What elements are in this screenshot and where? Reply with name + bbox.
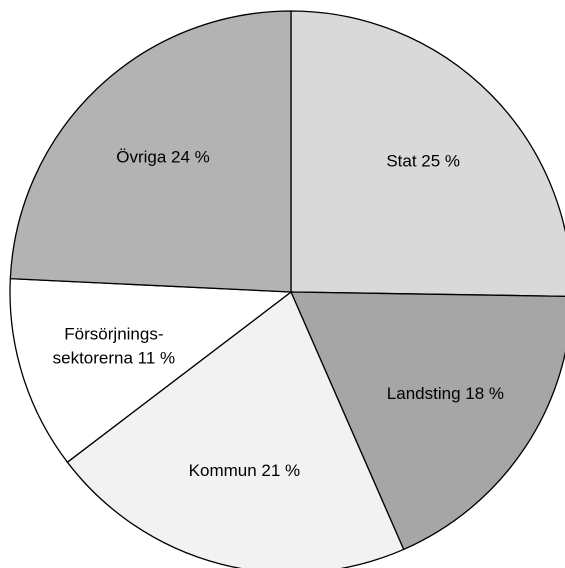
slice-label: sektorerna 11 % <box>53 349 176 368</box>
slice-label: Stat 25 % <box>386 151 460 170</box>
slice-label: Försörjnings- <box>64 325 163 344</box>
slice-label: Övriga 24 % <box>116 147 210 166</box>
pie-slice <box>9 10 292 293</box>
pie-slice <box>66 290 405 568</box>
pie-slice <box>289 291 565 551</box>
slice-label: Landsting 18 % <box>387 384 504 403</box>
slice-label: Kommun 21 % <box>189 461 301 480</box>
pie-slice <box>9 277 293 464</box>
pie-slice <box>290 10 565 297</box>
